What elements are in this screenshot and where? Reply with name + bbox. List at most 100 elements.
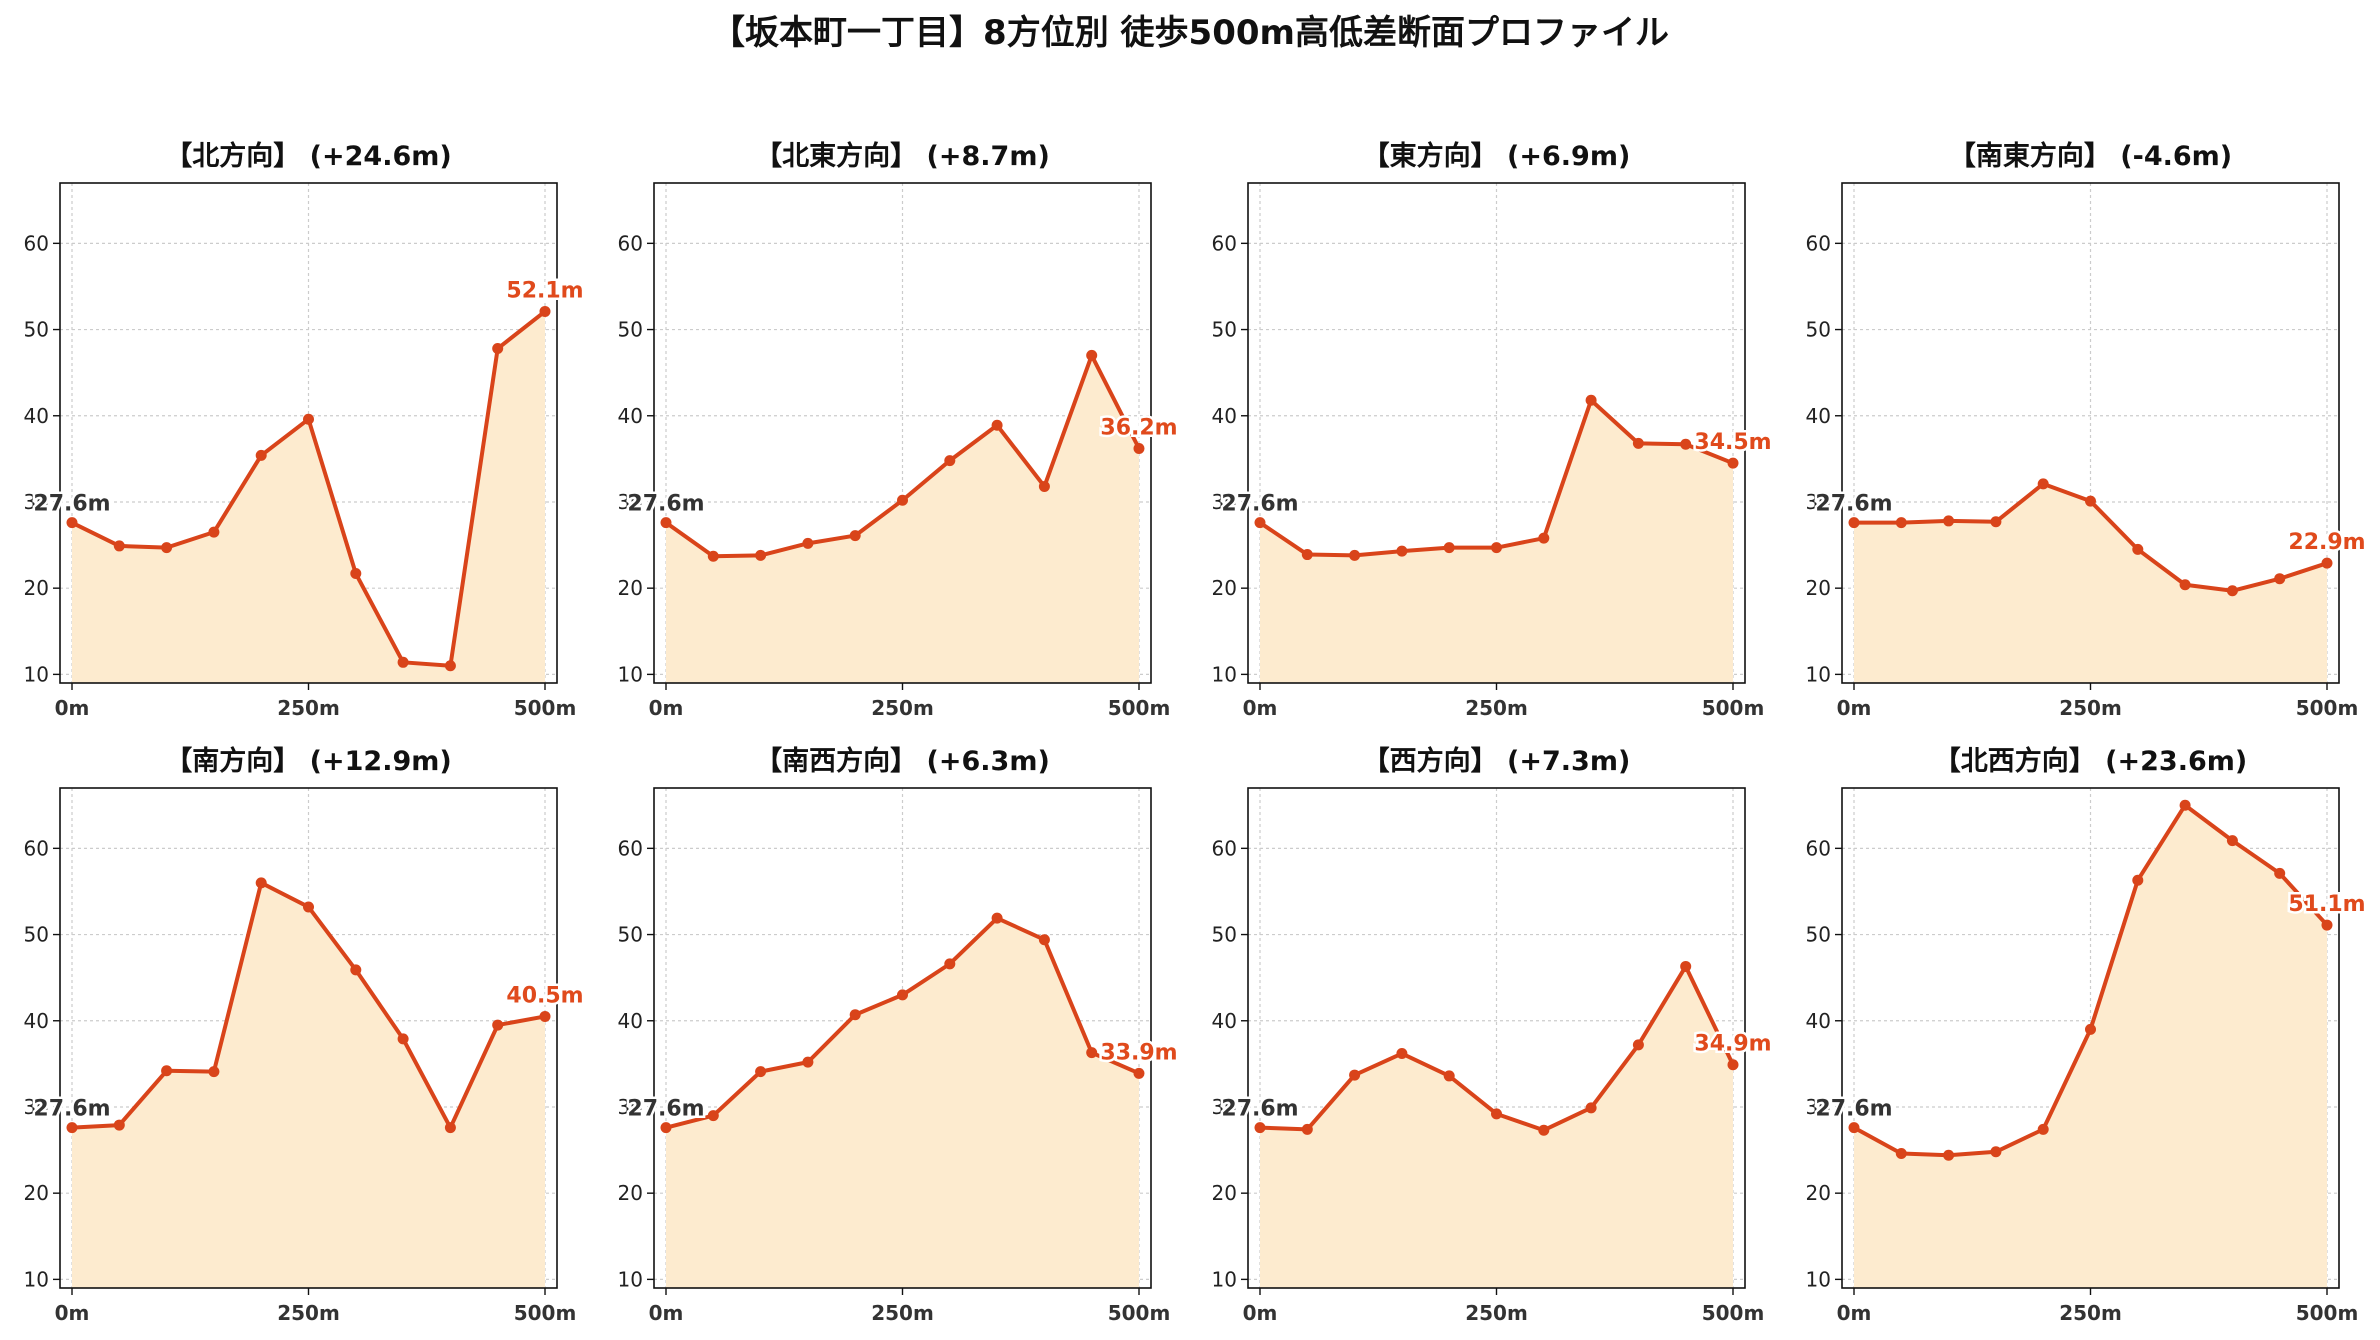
elevation-area — [1854, 483, 2327, 683]
y-tick-label: 40 — [618, 404, 643, 428]
data-point — [897, 494, 908, 506]
data-point — [492, 1019, 504, 1031]
data-point — [1680, 438, 1692, 450]
chart-panel: 【南方向】 (+12.9m) 10 20 30 40 50 60 0m 250m 500m 27.6… — [24, 745, 587, 1325]
data-point — [113, 1119, 125, 1131]
x-tick-label: 0m — [1837, 696, 1872, 720]
data-point — [1848, 1122, 1860, 1134]
data-point — [707, 1110, 719, 1122]
figure-title: 【坂本町一丁目】8方位別 徒歩500m高低差断面プロファイル — [711, 13, 1669, 53]
elevation-area — [1854, 805, 2327, 1288]
y-tick-label: 20 — [1806, 576, 1831, 600]
data-point — [991, 912, 1003, 924]
data-point — [1443, 542, 1455, 554]
panel-title: 【南西方向】 (+6.3m) — [755, 745, 1050, 777]
data-point — [1990, 1146, 2002, 1158]
panel-title: 【北西方向】 (+23.6m) — [1934, 745, 2247, 777]
data-point — [2321, 557, 2333, 569]
data-point — [1538, 532, 1550, 544]
data-point — [1349, 1069, 1361, 1081]
x-tick-label: 500m — [514, 696, 577, 720]
panel-title: 【北方向】 (+24.6m) — [165, 140, 451, 172]
data-point — [1895, 1148, 1907, 1160]
data-point — [1301, 1123, 1313, 1135]
start-elevation-label: 27.6m — [33, 492, 110, 517]
y-tick-label: 40 — [24, 404, 49, 428]
x-tick-label: 0m — [1837, 1301, 1872, 1325]
x-tick-label: 250m — [871, 1301, 934, 1325]
data-point — [2132, 874, 2144, 886]
data-point — [1895, 517, 1907, 529]
data-point — [1038, 934, 1050, 946]
x-tick-label: 0m — [55, 696, 90, 720]
y-tick-label: 50 — [1806, 318, 1831, 342]
end-elevation-label: 22.9m — [2288, 530, 2365, 555]
data-point — [303, 901, 314, 913]
data-point — [66, 1122, 78, 1134]
data-point — [1943, 515, 1955, 527]
y-tick-label: 20 — [1212, 576, 1237, 600]
data-point — [1632, 437, 1644, 449]
elevation-area — [666, 918, 1139, 1288]
data-point — [1538, 1124, 1550, 1136]
x-tick-label: 500m — [2296, 696, 2359, 720]
end-elevation-label: 33.9m — [1100, 1040, 1177, 1065]
data-point — [1943, 1149, 1955, 1161]
end-elevation-label: 34.9m — [1694, 1032, 1771, 1057]
y-tick-label: 50 — [1212, 318, 1237, 342]
data-point — [161, 542, 173, 554]
y-tick-label: 60 — [1212, 836, 1237, 860]
y-tick-label: 60 — [1806, 231, 1831, 255]
x-tick-label: 250m — [277, 1301, 340, 1325]
y-tick-label: 20 — [618, 1181, 643, 1205]
x-tick-label: 500m — [1108, 1301, 1171, 1325]
data-point — [1133, 443, 1145, 455]
y-tick-label: 10 — [1212, 1267, 1237, 1291]
data-point — [350, 964, 362, 976]
x-tick-label: 500m — [514, 1301, 577, 1325]
y-tick-label: 20 — [24, 576, 49, 600]
start-elevation-label: 27.6m — [627, 492, 704, 517]
panel-title: 【南方向】 (+12.9m) — [165, 745, 451, 777]
x-tick-label: 500m — [2296, 1301, 2359, 1325]
data-point — [2321, 919, 2333, 931]
data-point — [208, 526, 220, 538]
data-point — [897, 989, 908, 1001]
end-elevation-label: 34.5m — [1694, 430, 1771, 455]
y-tick-label: 30 — [1806, 1095, 1831, 1119]
end-elevation-label: 36.2m — [1100, 416, 1177, 441]
data-point — [444, 1122, 456, 1134]
y-tick-label: 60 — [618, 231, 643, 255]
start-elevation-label: 27.6m — [1815, 1097, 1892, 1122]
data-point — [1254, 517, 1266, 529]
data-point — [1727, 1059, 1739, 1071]
data-point — [1038, 480, 1050, 492]
y-tick-label: 20 — [1806, 1181, 1831, 1205]
x-tick-label: 500m — [1702, 696, 1765, 720]
data-point — [944, 455, 956, 467]
panel-title: 【東方向】 (+6.9m) — [1363, 140, 1631, 172]
end-elevation-label: 52.1m — [506, 278, 583, 303]
y-tick-label: 40 — [1212, 1009, 1237, 1033]
data-point — [1396, 545, 1408, 557]
chart-panel: 【北方向】 (+24.6m) 10 20 30 40 50 60 0m 250m 500m 27.6… — [24, 140, 587, 720]
y-tick-label: 10 — [24, 1267, 49, 1291]
data-point — [755, 1066, 767, 1078]
y-tick-label: 50 — [24, 923, 49, 947]
data-point — [991, 419, 1003, 431]
start-elevation-label: 27.6m — [1221, 492, 1298, 517]
data-point — [1680, 960, 1692, 972]
chart-panel: 【北東方向】 (+8.7m) 10 20 30 40 50 60 0m 250m 500m 27.6… — [618, 140, 1181, 720]
data-point — [802, 537, 814, 549]
y-tick-label: 10 — [1806, 1267, 1831, 1291]
y-tick-label: 20 — [1212, 1181, 1237, 1205]
data-point — [2226, 585, 2238, 597]
data-point — [1133, 1067, 1145, 1079]
data-point — [1443, 1070, 1455, 1082]
x-tick-label: 0m — [1243, 1301, 1278, 1325]
data-point — [1086, 1047, 1098, 1059]
data-point — [66, 517, 78, 529]
data-point — [397, 1033, 409, 1045]
data-point — [944, 958, 956, 970]
